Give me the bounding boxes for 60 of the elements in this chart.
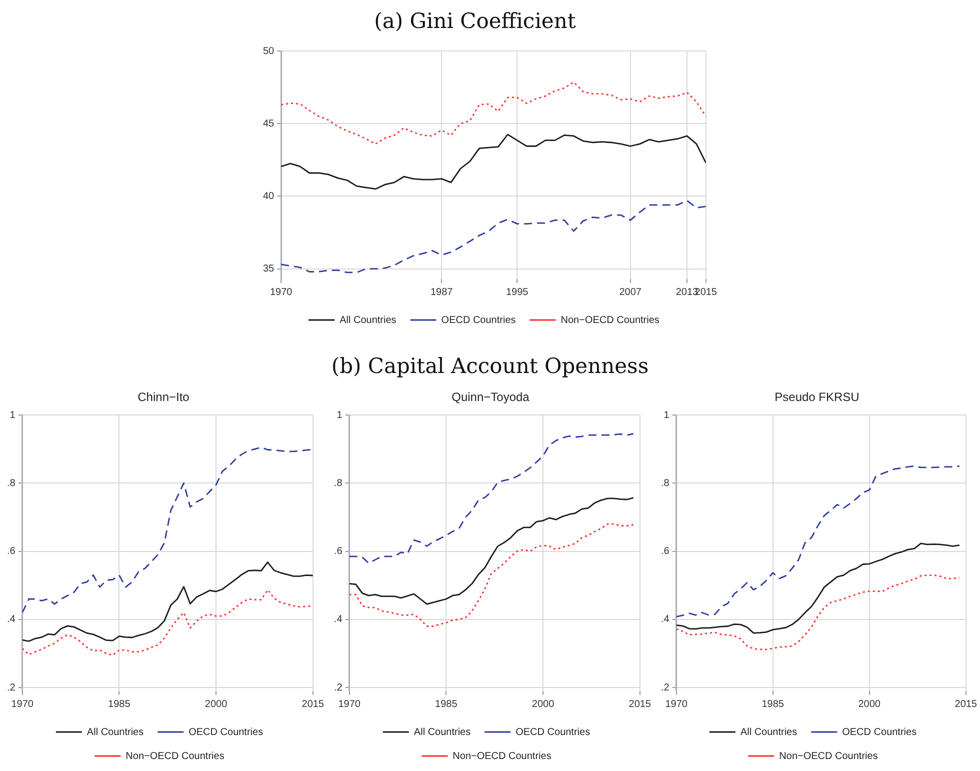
legend-label: Non−OECD Countries	[779, 750, 878, 762]
line-series	[676, 465, 960, 618]
legend-label: Non−OECD Countries	[452, 750, 552, 762]
x-tick-label: 2015	[954, 698, 978, 710]
chart-title: Pseudo FKRSU	[774, 389, 860, 406]
x-tick-label: 1970	[338, 698, 361, 710]
x-tick-label: 1985	[762, 698, 784, 710]
x-tick-label: 1987	[430, 286, 454, 298]
legend-label: OECD Countries	[516, 726, 590, 738]
line-series	[349, 433, 634, 564]
y-tick-label: .8	[660, 478, 670, 489]
line-series	[22, 589, 313, 656]
y-tick-label: 35	[263, 264, 275, 275]
chart-title: (a) Gini Coefficient	[373, 8, 577, 35]
x-tick-label: 1985	[108, 698, 131, 710]
legend-label: OECD Countries	[188, 726, 264, 738]
y-tick-label: 45	[263, 118, 275, 130]
y-tick-label: .2	[6, 682, 16, 694]
chart-title: Quinn−Toyoda	[450, 389, 530, 406]
y-tick-label: .2	[660, 682, 670, 694]
legend-label: All Countries	[340, 314, 396, 326]
legend-label: All Countries	[86, 726, 144, 738]
x-tick-label: 1970	[11, 698, 34, 710]
legend-label: All Countries	[414, 726, 471, 738]
line-series	[349, 523, 634, 627]
legend-label: Non−OECD Countries	[126, 750, 224, 762]
x-tick-label: 2000	[532, 698, 555, 710]
y-tick-label: .2	[334, 682, 343, 694]
x-tick-label: 2007	[619, 286, 642, 298]
x-tick-label: 2000	[204, 698, 228, 710]
x-tick-label: 1985	[435, 698, 458, 710]
line-series	[281, 82, 706, 145]
legend-label: OECD Countries	[441, 314, 516, 326]
legend-label: All Countries	[740, 726, 798, 738]
y-tick-label: .4	[660, 614, 670, 626]
legend-label: OECD Countries	[842, 726, 917, 738]
text: (b) Capital Account Openness	[330, 353, 650, 380]
line-series	[22, 446, 313, 614]
x-tick-label: 2015	[302, 698, 324, 710]
line-series	[281, 200, 706, 274]
x-tick-label: 1970	[270, 286, 293, 298]
x-tick-label: 2000	[858, 698, 881, 710]
legend-label: Non−OECD Countries	[560, 314, 660, 326]
x-tick-label: 2015	[628, 698, 652, 710]
chart-title: Chinn−Ito	[136, 389, 190, 406]
y-tick-label: 50	[263, 46, 275, 57]
y-tick-label: .6	[6, 546, 16, 558]
y-tick-label: 1	[336, 410, 343, 421]
y-tick-label: 40	[263, 190, 275, 202]
x-tick-label: 1970	[665, 698, 688, 710]
y-tick-label: 1	[10, 410, 16, 421]
y-tick-label: .4	[334, 614, 343, 626]
y-tick-label: .8	[334, 478, 343, 489]
line-series	[676, 574, 960, 650]
y-tick-label: .6	[334, 546, 343, 558]
y-tick-label: .4	[6, 614, 16, 626]
x-tick-label: 1995	[506, 286, 529, 298]
y-tick-label: 1	[664, 410, 670, 421]
y-tick-label: .8	[6, 478, 16, 489]
y-tick-label: .6	[660, 546, 670, 558]
